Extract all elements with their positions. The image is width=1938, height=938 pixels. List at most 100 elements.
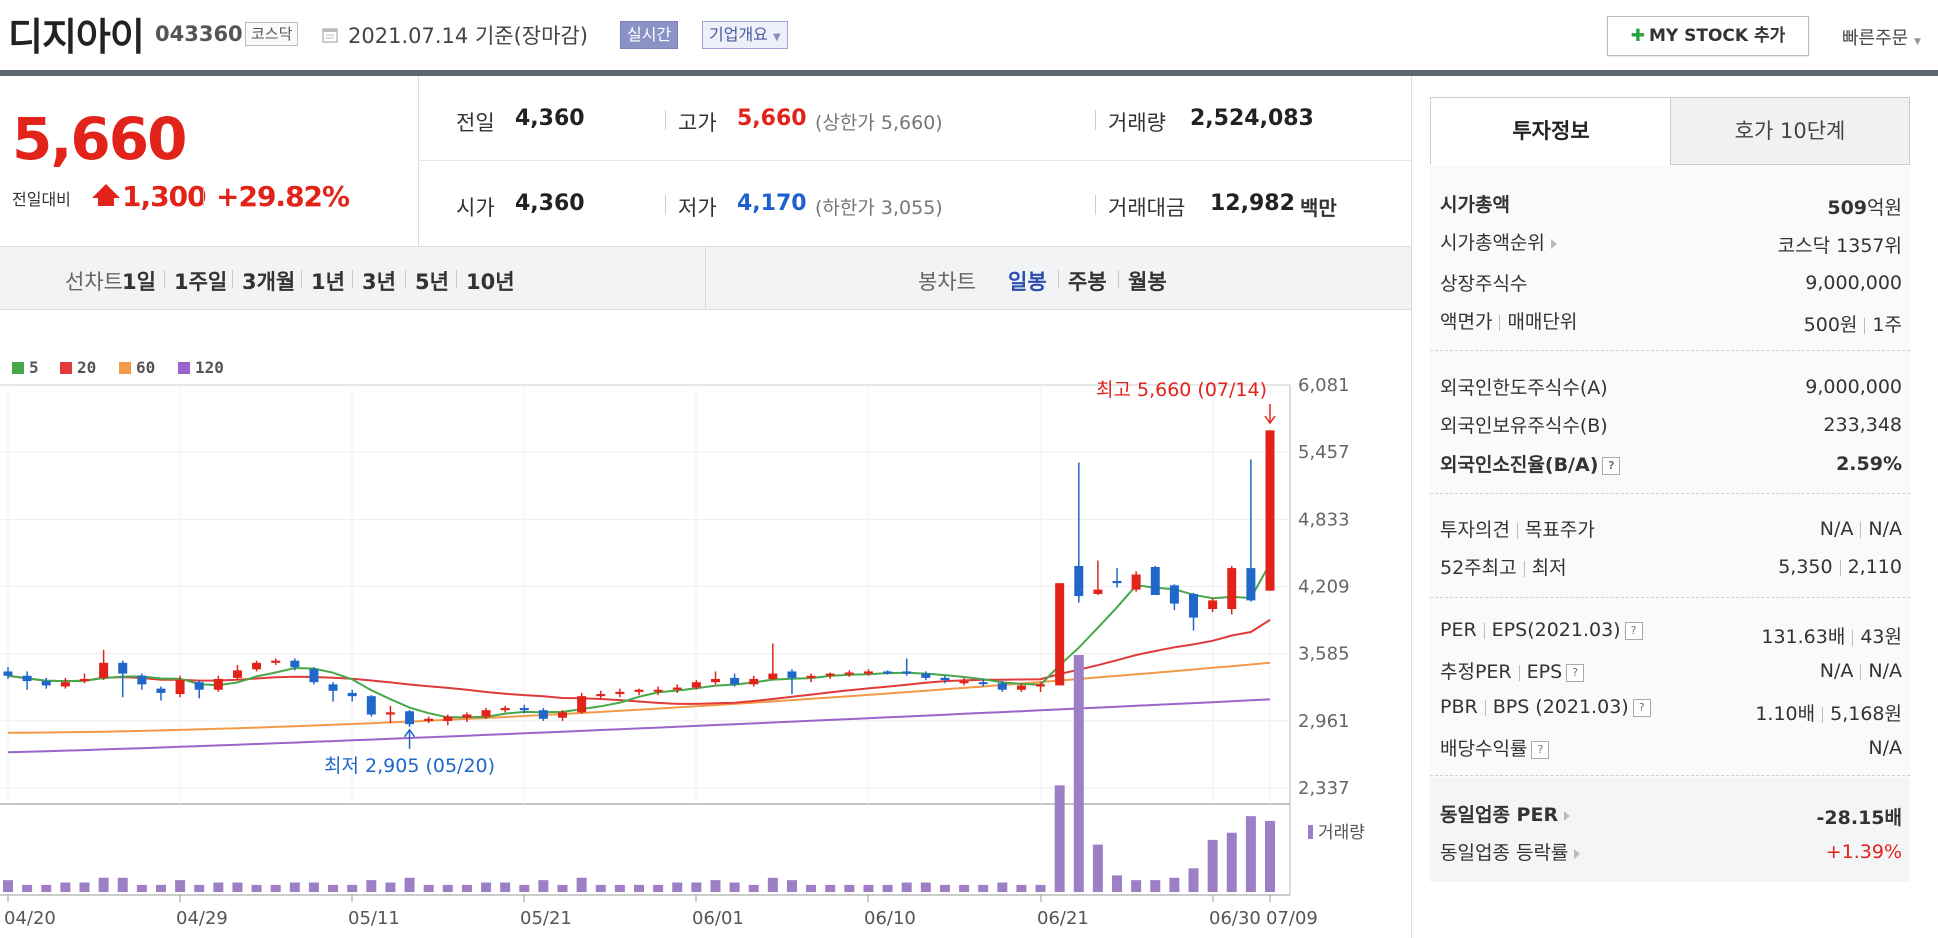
candle-body <box>768 673 778 679</box>
candle-body <box>1036 684 1046 687</box>
ma-120-line <box>7 698 1271 754</box>
volume-bar <box>251 884 262 892</box>
period-6[interactable]: 5년 <box>415 270 449 294</box>
volume-bar <box>1188 868 1199 892</box>
realtime-button[interactable]: 실시간 <box>620 21 679 49</box>
help-icon[interactable]: ? <box>1566 663 1585 682</box>
candle-period-2[interactable]: 주봉 <box>1068 270 1107 294</box>
candle <box>519 704 529 714</box>
candle <box>99 649 109 681</box>
stock-chart[interactable]: 5 20 60 120 6,081 5,457 4,833 4,209 3,585 2,961 2,… <box>0 310 1411 938</box>
lower-limit: (하한가 3,055) <box>815 197 943 219</box>
candle <box>424 716 434 724</box>
info-label-row-0: 시가총액 <box>1440 190 1510 217</box>
prev-close-value: 4,360 <box>515 106 585 131</box>
period-3[interactable]: 3개월 <box>242 270 296 294</box>
volume-bar <box>289 882 300 892</box>
candle <box>1112 568 1122 588</box>
divider <box>1483 622 1485 639</box>
volume-bar <box>232 882 243 892</box>
candle <box>1265 430 1275 591</box>
low-arrow-head <box>403 728 416 738</box>
tab-orderbook-10[interactable]: 호가 10단계 <box>1670 97 1910 165</box>
info-value-row-0: 509억원 <box>1827 193 1902 220</box>
volume-bar <box>461 884 472 892</box>
candle <box>175 675 185 698</box>
arrow-right-icon[interactable] <box>1564 810 1571 821</box>
period-7[interactable]: 10년 <box>466 270 515 294</box>
divider <box>232 270 233 288</box>
x-tick-label: 07/09 <box>1266 908 1318 929</box>
candle-body <box>328 684 338 691</box>
volume-bar <box>920 882 931 892</box>
volume-bar <box>653 884 664 892</box>
help-icon[interactable]: ? <box>1531 740 1550 759</box>
y-tick-label: 2,961 <box>1298 711 1350 732</box>
candle-body <box>959 681 969 684</box>
candle <box>309 667 319 685</box>
divider <box>705 247 706 309</box>
candle-body <box>863 671 873 674</box>
candle <box>558 710 568 721</box>
volume-bar <box>22 884 33 892</box>
period-5[interactable]: 3년 <box>362 270 396 294</box>
candle <box>213 675 223 692</box>
candle-body <box>1055 583 1065 686</box>
y-tick-label: 4,209 <box>1298 577 1350 598</box>
volume-bar <box>997 882 1008 892</box>
candle <box>844 670 854 677</box>
x-tick-label: 04/29 <box>176 908 228 929</box>
candle <box>1093 560 1103 596</box>
volume-bar <box>1016 884 1027 892</box>
divider <box>352 270 353 288</box>
divider <box>1484 699 1486 716</box>
volume-bar <box>1035 884 1046 892</box>
row-divider <box>418 160 1411 161</box>
volume-label: 거래량 <box>1108 111 1166 135</box>
volume-bar <box>691 882 702 892</box>
candle-body <box>672 687 682 690</box>
company-overview-button[interactable]: 기업개요 ▼ <box>702 21 788 49</box>
candle-period-1[interactable]: 일봉 <box>1008 270 1047 294</box>
candle <box>825 672 835 679</box>
quick-order-button[interactable]: 빠른주문 ▼ <box>1842 24 1921 50</box>
period-1[interactable]: 1일 <box>122 270 156 294</box>
add-mystock-label: MY STOCK 추가 <box>1648 26 1786 46</box>
candle <box>672 684 682 693</box>
volume-bar <box>825 884 836 892</box>
candle-body <box>156 688 166 693</box>
add-mystock-button[interactable]: ✚ MY STOCK 추가 <box>1607 16 1809 56</box>
help-icon[interactable]: ? <box>1624 621 1643 640</box>
candle-body <box>366 696 376 715</box>
divider <box>1518 664 1520 681</box>
info-value: N/A <box>1819 518 1854 540</box>
volume-bar <box>175 880 186 892</box>
candle-body <box>175 680 185 695</box>
candle-body <box>99 662 109 678</box>
period-2[interactable]: 1주일 <box>174 270 228 294</box>
price-box <box>0 76 419 247</box>
candle-body <box>385 712 395 715</box>
info-label-row-1: 시가총액순위 <box>1440 228 1557 255</box>
volume-bar <box>595 884 606 892</box>
volume-bar <box>538 880 549 892</box>
candle-period-3[interactable]: 월봉 <box>1128 270 1167 294</box>
info-label-row-11: PBR BPS (2021.03)? <box>1440 696 1651 718</box>
candle-body <box>1189 593 1199 618</box>
tab-investment-info[interactable]: 투자정보 <box>1430 97 1672 164</box>
volume-bar <box>347 884 358 892</box>
candle-body <box>232 670 242 678</box>
arrow-right-icon[interactable] <box>1550 238 1557 249</box>
volume-bar <box>385 882 396 892</box>
candle <box>41 677 51 689</box>
arrow-right-icon[interactable] <box>1574 848 1581 859</box>
info-value: -28.15배 <box>1816 807 1902 829</box>
y-tick-label: 6,081 <box>1298 375 1350 396</box>
period-4[interactable]: 1년 <box>311 270 345 294</box>
help-icon[interactable]: ? <box>1632 698 1651 717</box>
help-icon[interactable]: ? <box>1602 456 1621 475</box>
info-value-row-13: -28.15배 <box>1817 803 1902 830</box>
info-value-secondary: N/A <box>1868 660 1902 682</box>
candle <box>978 678 988 687</box>
volume-bar <box>1131 880 1142 892</box>
